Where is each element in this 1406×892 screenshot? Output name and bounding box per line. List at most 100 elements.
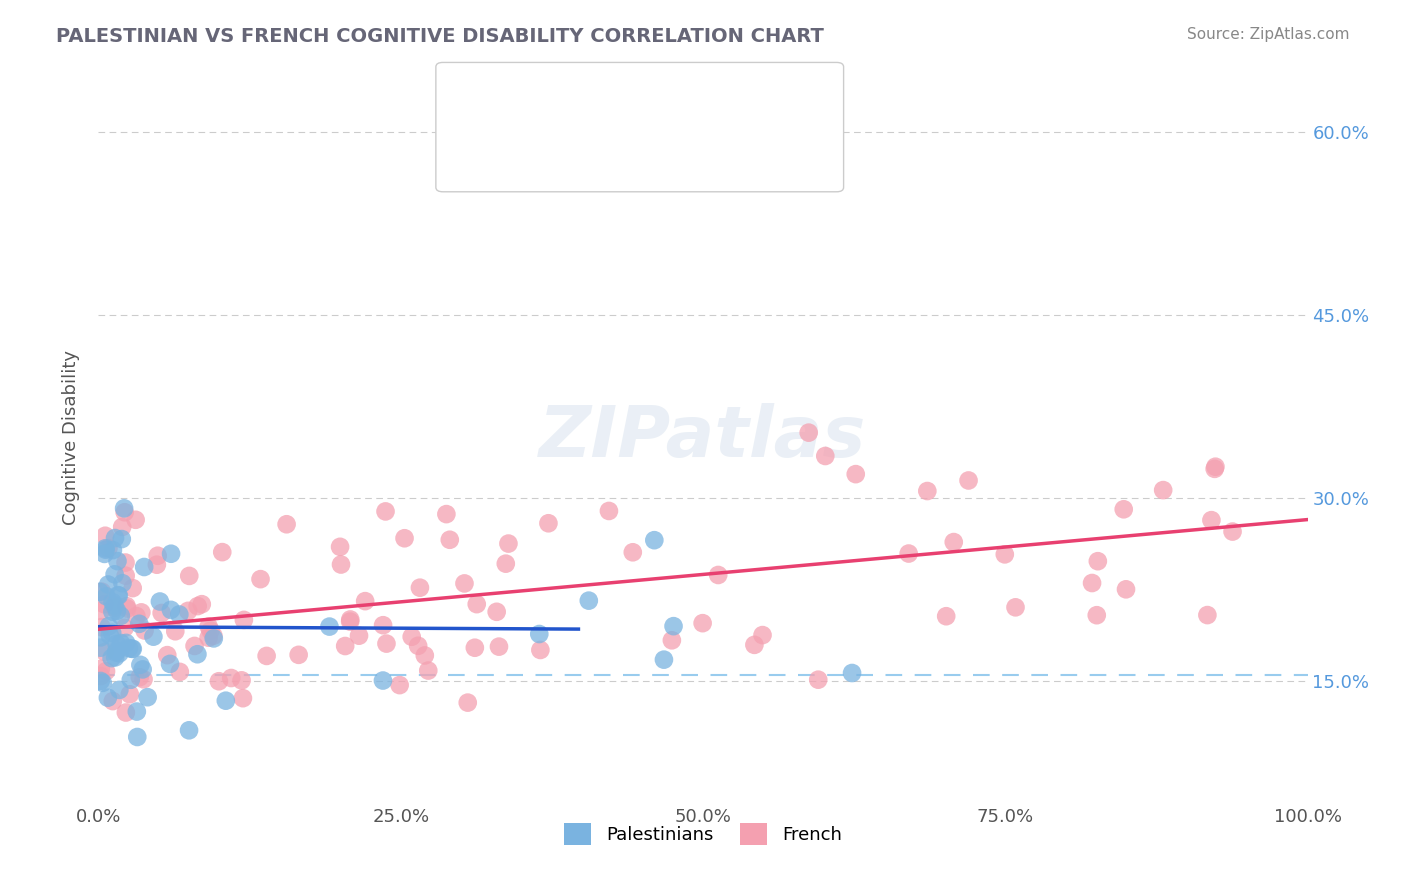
Point	[107, 588, 129, 602]
Text: N =: N =	[671, 142, 710, 160]
Point	[197, 631, 219, 645]
Point	[114, 568, 136, 582]
Point	[1204, 462, 1226, 476]
FancyBboxPatch shape	[457, 78, 503, 119]
Point	[256, 648, 278, 663]
Point	[841, 665, 863, 680]
Text: R =: R =	[515, 142, 554, 160]
Point	[354, 594, 377, 608]
Point	[578, 593, 600, 607]
Point	[121, 641, 143, 656]
Point	[232, 613, 254, 627]
Point	[797, 425, 820, 440]
Point	[134, 560, 156, 574]
Point	[329, 540, 352, 554]
Text: 0.164: 0.164	[571, 142, 634, 160]
Text: 66: 66	[727, 89, 752, 107]
Point	[121, 641, 143, 656]
Point	[406, 639, 429, 653]
Point	[111, 520, 134, 534]
Point	[621, 545, 644, 559]
Point	[495, 557, 517, 571]
Point	[464, 640, 486, 655]
Point	[90, 669, 112, 683]
Point	[97, 619, 120, 633]
Point	[897, 547, 920, 561]
Point	[94, 665, 117, 679]
Point	[598, 504, 620, 518]
Point	[231, 673, 253, 688]
Point	[115, 599, 138, 613]
Point	[103, 600, 125, 615]
Point	[160, 547, 183, 561]
Point	[128, 616, 150, 631]
Point	[97, 541, 120, 555]
Point	[115, 636, 138, 650]
Point	[101, 694, 124, 708]
Point	[388, 678, 411, 692]
Point	[652, 653, 675, 667]
Point	[219, 671, 242, 685]
Point	[1085, 608, 1108, 623]
Point	[434, 507, 457, 521]
Point	[661, 633, 683, 648]
Point	[498, 536, 520, 550]
Point	[375, 637, 398, 651]
Point	[1204, 459, 1226, 474]
Point	[128, 670, 150, 684]
Point	[276, 517, 298, 532]
Point	[485, 605, 508, 619]
Point	[112, 501, 135, 516]
Point	[105, 604, 128, 618]
Point	[744, 638, 766, 652]
Point	[439, 533, 461, 547]
Point	[371, 673, 394, 688]
Point	[127, 730, 149, 744]
Point	[118, 641, 141, 656]
Point	[488, 640, 510, 654]
Text: PALESTINIAN VS FRENCH COGNITIVE DISABILITY CORRELATION CHART: PALESTINIAN VS FRENCH COGNITIVE DISABILI…	[56, 27, 824, 45]
Point	[100, 651, 122, 665]
Legend: Palestinians, French: Palestinians, French	[557, 816, 849, 852]
Point	[165, 624, 187, 639]
Point	[169, 607, 191, 622]
Point	[90, 662, 112, 676]
Point	[118, 687, 141, 701]
Point	[418, 664, 440, 678]
Point	[394, 531, 416, 545]
Point	[1222, 524, 1244, 539]
Text: Source: ZipAtlas.com: Source: ZipAtlas.com	[1187, 27, 1350, 42]
Point	[90, 604, 112, 618]
Point	[1201, 513, 1223, 527]
Point	[529, 627, 551, 641]
Point	[110, 636, 132, 650]
Point	[335, 639, 357, 653]
Point	[90, 584, 112, 599]
Point	[159, 657, 181, 671]
Point	[101, 595, 124, 609]
Text: N =: N =	[671, 89, 710, 107]
Point	[103, 599, 125, 613]
Point	[104, 567, 127, 582]
Point	[347, 629, 370, 643]
Point	[1004, 600, 1026, 615]
Point	[814, 449, 837, 463]
Point	[186, 647, 208, 661]
Point	[108, 589, 131, 603]
Point	[1112, 502, 1135, 516]
Point	[120, 673, 142, 687]
Point	[211, 545, 233, 559]
Point	[121, 581, 143, 595]
Point	[91, 675, 114, 690]
Point	[935, 609, 957, 624]
Point	[1197, 608, 1219, 623]
Point	[114, 621, 136, 635]
Point	[457, 696, 479, 710]
Point	[287, 648, 309, 662]
Point	[129, 657, 152, 672]
Point	[125, 705, 148, 719]
Point	[90, 620, 112, 634]
Point	[183, 639, 205, 653]
Text: -0.014: -0.014	[571, 89, 636, 107]
Point	[114, 505, 136, 519]
